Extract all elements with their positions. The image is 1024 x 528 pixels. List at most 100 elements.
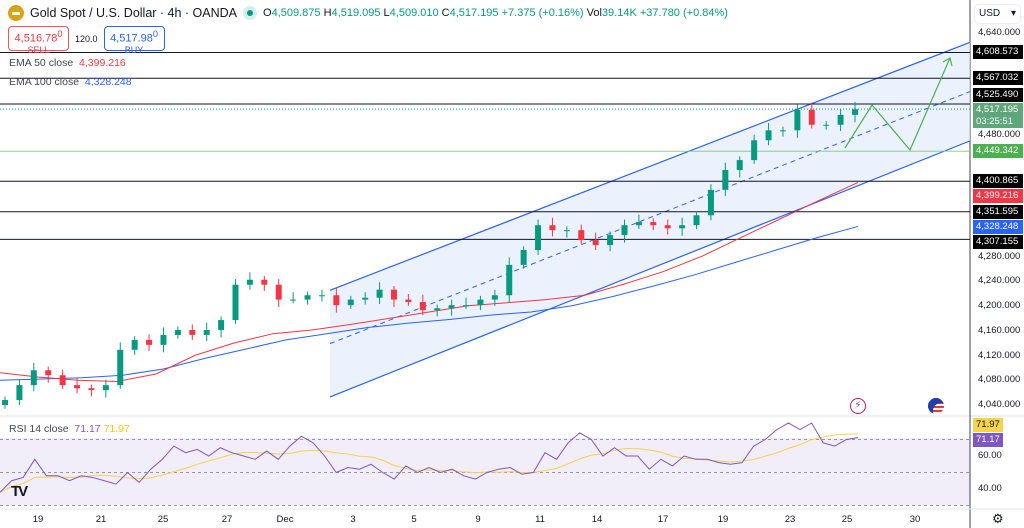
level-price-tag: 4,351.595 (973, 205, 1023, 219)
price-tick-label: 4,040.000 (978, 399, 1021, 410)
level-price-tag: 4,449.342 (973, 144, 1023, 158)
candle-body (607, 235, 614, 246)
candle-body (246, 279, 253, 285)
candle-body (852, 109, 858, 115)
time-tick-label: 30 (909, 514, 921, 525)
rsi-signal-tag: 71.97 (973, 418, 1003, 432)
candle-body (448, 305, 455, 309)
trade-panel: 4,516.780 SELL 120.0 4,517.980 BUY (8, 26, 165, 55)
time-tick-label: 19 (32, 514, 44, 525)
candle-body (736, 160, 743, 171)
candle-body (203, 329, 210, 335)
candle-body (318, 295, 325, 297)
candle-body (707, 189, 714, 216)
candle-body (362, 297, 369, 300)
symbol-title[interactable]: Gold Spot / U.S. Dollar · 4h · OANDA (30, 6, 238, 20)
candle-body (16, 385, 23, 401)
candle-body (664, 225, 671, 229)
candle-body (635, 222, 642, 226)
price-tick-label: 4,640.000 (978, 27, 1021, 38)
tradingview-logo-icon: TV (11, 483, 28, 500)
channel-upper-line (329, 41, 971, 291)
candle-body (463, 305, 470, 307)
candle-body (347, 299, 354, 306)
ema100-line (0, 225, 859, 381)
price-tick-label: 4,160.000 (978, 325, 1021, 336)
candle-body (491, 295, 498, 300)
rsi-legend[interactable]: RSI 14 close 71.17 71.97 (9, 423, 130, 435)
currency-select[interactable]: USD ▾ (975, 5, 1020, 23)
sell-button[interactable]: 4,516.780 SELL (8, 26, 69, 55)
candle-body (275, 284, 282, 300)
price-tick-label: 4,080.000 (978, 374, 1021, 385)
candle-body (74, 385, 81, 389)
candle-body (131, 339, 138, 350)
candle-body (59, 375, 66, 386)
candle-body (434, 308, 441, 311)
candle-body (520, 250, 527, 265)
ema100-price-tag: 4,328.248 (973, 220, 1023, 234)
candle-body (174, 329, 181, 335)
candle-body (2, 400, 8, 405)
candle-body (779, 130, 786, 132)
candle-body (506, 264, 513, 296)
time-tick-label: 25 (841, 514, 853, 525)
candle-body (823, 124, 830, 126)
candle-body (232, 284, 239, 321)
candle-body (30, 370, 37, 386)
ema50-legend[interactable]: EMA 50 close 4,399.216 (9, 57, 126, 69)
ema100-legend[interactable]: EMA 100 close 4,328.248 (9, 76, 132, 88)
candle-body (650, 222, 657, 226)
candle-body (390, 289, 397, 300)
level-price-tag: 4,307.155 (973, 235, 1023, 249)
time-tick-label: 21 (95, 514, 107, 525)
time-tick-label: Dec (276, 514, 294, 525)
candle-body (102, 385, 109, 391)
rsi-band (0, 438, 970, 505)
candle-body (88, 388, 95, 391)
ohlc-values: O4,509.875 H4,519.095 L4,509.010 C4,517.… (263, 7, 728, 19)
chevron-down-icon: ▾ (1010, 8, 1016, 19)
time-tick-label: 27 (221, 514, 233, 525)
rsi-line (0, 422, 859, 493)
time-tick-label: 9 (475, 514, 481, 525)
level-price-tag: 4,608.573 (973, 45, 1023, 59)
candle-body (808, 109, 815, 125)
rsi-tick-label: 40.00 (978, 483, 1002, 494)
candle-body (304, 295, 311, 300)
candle-body (621, 225, 628, 236)
time-tick-label: 23 (784, 514, 796, 525)
candle-body (592, 240, 599, 246)
gold-logo-icon (8, 5, 24, 21)
projection-path (844, 57, 951, 152)
level-price-tag: 4,567.032 (973, 71, 1023, 85)
price-tick-label: 4,240.000 (978, 275, 1021, 286)
candle-body (794, 109, 801, 131)
time-tick-label: 17 (657, 514, 669, 525)
candle-body (693, 215, 700, 226)
buy-button[interactable]: 4,517.980 BUY (103, 26, 165, 55)
candle-body (146, 339, 153, 345)
channel-mid-line (329, 91, 971, 345)
candle-body (563, 230, 570, 232)
settings-gear-icon: ⚙ (992, 511, 1004, 526)
us-flag-icon (928, 398, 944, 414)
level-price-tag: 4,525.490 (973, 88, 1023, 102)
candle-body (549, 225, 556, 231)
time-tick-label: 3 (350, 514, 356, 525)
candle-body (751, 140, 758, 161)
time-tick-label: 19 (717, 514, 729, 525)
candle-body (290, 299, 297, 301)
candle-body (376, 289, 383, 298)
ema50-price-tag: 4,399.216 (973, 189, 1023, 203)
candle-body (160, 334, 167, 345)
current-price-tag: 4,517.195 03:25:51 (973, 103, 1023, 128)
candle-body (45, 370, 52, 376)
candle-body (722, 170, 729, 190)
candle-body (218, 320, 225, 330)
candle-body (419, 302, 426, 311)
ema50-line (0, 181, 859, 382)
candle-body (405, 299, 412, 303)
channel-lower-line (329, 140, 971, 398)
